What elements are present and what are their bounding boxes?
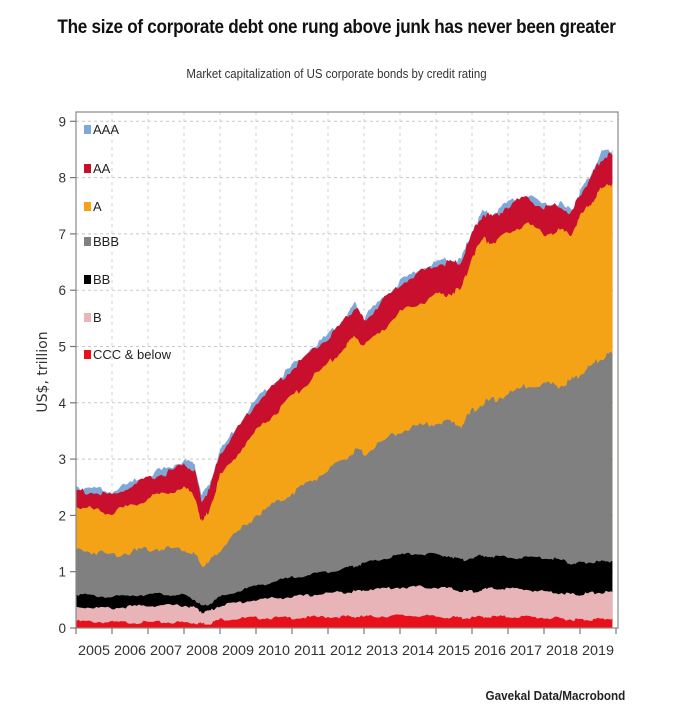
- x-tick-label: 2010: [258, 643, 290, 658]
- y-tick-label: 3: [58, 452, 66, 467]
- x-tick-label: 2007: [150, 643, 182, 658]
- legend-swatch: [84, 125, 91, 134]
- legend-label: AA: [93, 161, 111, 176]
- x-tick-label: 2013: [366, 643, 398, 658]
- x-tick-label: 2008: [186, 643, 218, 658]
- y-tick-label: 8: [58, 171, 66, 186]
- x-tick-label: 2005: [78, 643, 110, 658]
- x-tick-label: 2015: [438, 643, 470, 658]
- y-tick-label: 6: [58, 283, 66, 298]
- plot-frame: [75, 111, 619, 629]
- y-tick-label: 4: [58, 396, 66, 411]
- legend-item: A: [84, 199, 102, 214]
- y-axis-title: US$, trillion: [35, 331, 51, 412]
- x-tick-label: 2018: [546, 643, 578, 658]
- legend-swatch: [84, 237, 91, 246]
- legend-swatch: [84, 164, 91, 173]
- legend-swatch: [84, 313, 91, 322]
- y-tick-label: 5: [58, 340, 66, 355]
- legend-label: BB: [93, 272, 110, 287]
- legend-label: CCC & below: [93, 347, 172, 362]
- legend-swatch: [84, 350, 91, 359]
- y-tick-label: 7: [58, 227, 66, 242]
- x-tick-label: 2019: [582, 643, 614, 658]
- source-credit: Gavekal Data/Macrobond: [485, 688, 625, 703]
- x-tick-label: 2009: [222, 643, 254, 658]
- x-tick-label: 2012: [330, 643, 362, 658]
- y-axis: 0 1 2 3 4 5 6 7 8 9: [58, 114, 76, 636]
- legend-item: B: [84, 310, 102, 325]
- x-tick-label: 2016: [474, 643, 506, 658]
- legend-swatch: [84, 202, 91, 211]
- x-tick-label: 2006: [114, 643, 146, 658]
- legend-label: BBB: [93, 234, 119, 249]
- x-tick-label: 2011: [294, 643, 326, 658]
- x-tick-label: 2017: [510, 643, 542, 658]
- y-tick-label: 0: [58, 621, 66, 636]
- legend-item: AAA: [84, 122, 119, 137]
- chart-subtitle: Market capitalization of US corporate bo…: [186, 66, 487, 81]
- y-tick-label: 9: [58, 114, 66, 129]
- chart-title: The size of corporate debt one rung abov…: [57, 17, 616, 38]
- x-axis: 2005 2006 2007 2008 2009 2010 2011 2012 2013 2014…: [75, 628, 617, 658]
- area-ccc-below: [76, 614, 613, 628]
- legend-label: A: [93, 199, 102, 214]
- legend-item: CCC & below: [84, 347, 172, 362]
- legend-item: BB: [84, 272, 110, 287]
- legend-label: AAA: [93, 122, 119, 137]
- y-tick-label: 1: [58, 565, 66, 580]
- legend-item: BBB: [84, 234, 119, 249]
- legend-item: AA: [84, 161, 111, 176]
- x-tick-label: 2014: [402, 643, 435, 658]
- legend-label: B: [93, 310, 102, 325]
- stacked-areas: [76, 149, 613, 628]
- legend-swatch: [84, 275, 91, 284]
- y-tick-label: 2: [58, 508, 66, 523]
